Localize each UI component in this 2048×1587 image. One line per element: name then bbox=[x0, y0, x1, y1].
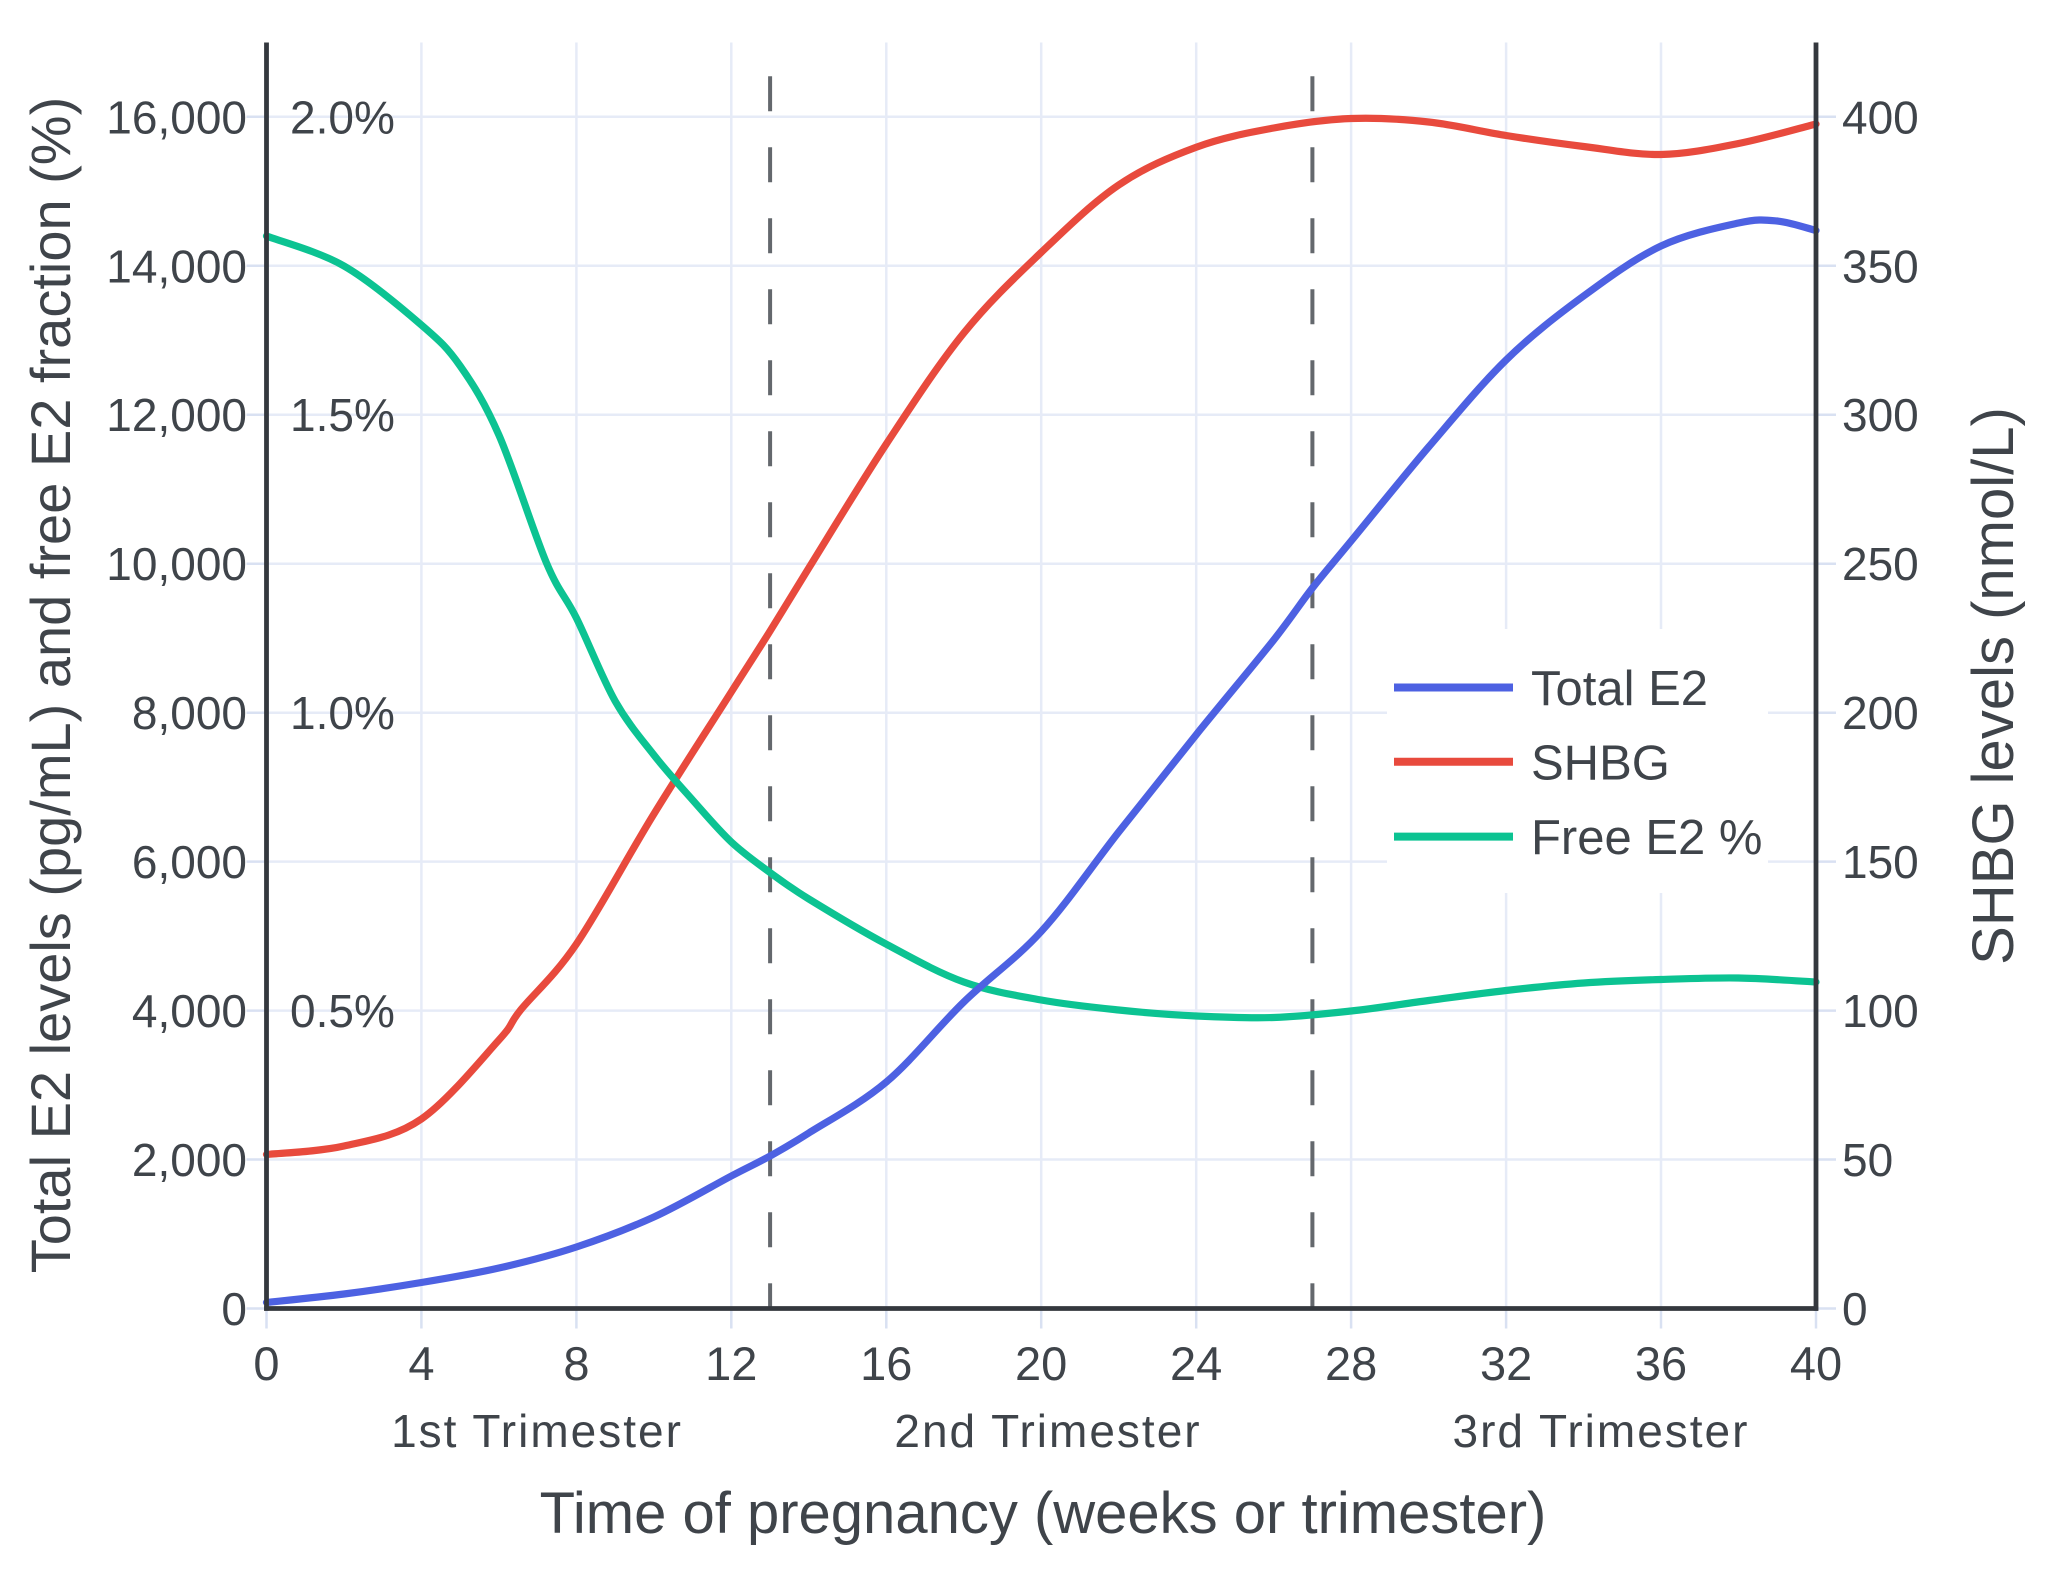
svg-text:250: 250 bbox=[1842, 538, 1919, 590]
svg-text:1.0%: 1.0% bbox=[290, 687, 395, 739]
svg-text:1.5%: 1.5% bbox=[290, 389, 395, 441]
svg-text:300: 300 bbox=[1842, 389, 1919, 441]
svg-text:20: 20 bbox=[1015, 1337, 1067, 1390]
svg-text:36: 36 bbox=[1635, 1337, 1687, 1390]
svg-text:8: 8 bbox=[563, 1337, 589, 1390]
svg-text:150: 150 bbox=[1842, 836, 1919, 888]
svg-text:6,000: 6,000 bbox=[132, 836, 247, 888]
svg-text:28: 28 bbox=[1325, 1337, 1377, 1390]
svg-text:Free E2 %: Free E2 % bbox=[1531, 811, 1762, 865]
svg-text:10,000: 10,000 bbox=[106, 538, 247, 590]
svg-text:2nd Trimester: 2nd Trimester bbox=[894, 1405, 1201, 1457]
svg-text:2.0%: 2.0% bbox=[290, 91, 395, 143]
svg-text:24: 24 bbox=[1170, 1337, 1222, 1390]
svg-text:0.5%: 0.5% bbox=[290, 985, 395, 1037]
svg-text:0: 0 bbox=[221, 1283, 247, 1335]
svg-text:8,000: 8,000 bbox=[132, 687, 247, 739]
svg-text:16: 16 bbox=[860, 1337, 912, 1390]
svg-text:12: 12 bbox=[705, 1337, 757, 1390]
svg-text:40: 40 bbox=[1790, 1337, 1842, 1390]
svg-text:1st Trimester: 1st Trimester bbox=[391, 1405, 683, 1457]
svg-text:32: 32 bbox=[1480, 1337, 1532, 1390]
svg-text:2,000: 2,000 bbox=[132, 1134, 247, 1186]
svg-text:4: 4 bbox=[408, 1337, 434, 1390]
svg-text:3rd Trimester: 3rd Trimester bbox=[1453, 1405, 1750, 1457]
svg-text:0: 0 bbox=[1842, 1283, 1868, 1335]
svg-text:Total E2: Total E2 bbox=[1531, 662, 1708, 716]
svg-text:350: 350 bbox=[1842, 240, 1919, 292]
svg-text:Total E2 levels (pg/mL) and fr: Total E2 levels (pg/mL) and free E2 frac… bbox=[19, 97, 82, 1274]
svg-text:4,000: 4,000 bbox=[132, 985, 247, 1037]
svg-text:SHBG: SHBG bbox=[1531, 736, 1670, 790]
svg-text:200: 200 bbox=[1842, 687, 1919, 739]
svg-text:400: 400 bbox=[1842, 91, 1919, 143]
svg-text:14,000: 14,000 bbox=[106, 240, 247, 292]
svg-text:16,000: 16,000 bbox=[106, 91, 247, 143]
svg-text:50: 50 bbox=[1842, 1134, 1893, 1186]
svg-text:0: 0 bbox=[253, 1337, 279, 1390]
svg-text:12,000: 12,000 bbox=[106, 389, 247, 441]
svg-text:Time of pregnancy (weeks or tr: Time of pregnancy (weeks or trimester) bbox=[540, 1481, 1547, 1546]
svg-text:SHBG levels (nmol/L): SHBG levels (nmol/L) bbox=[1961, 407, 2026, 965]
svg-text:100: 100 bbox=[1842, 985, 1919, 1037]
